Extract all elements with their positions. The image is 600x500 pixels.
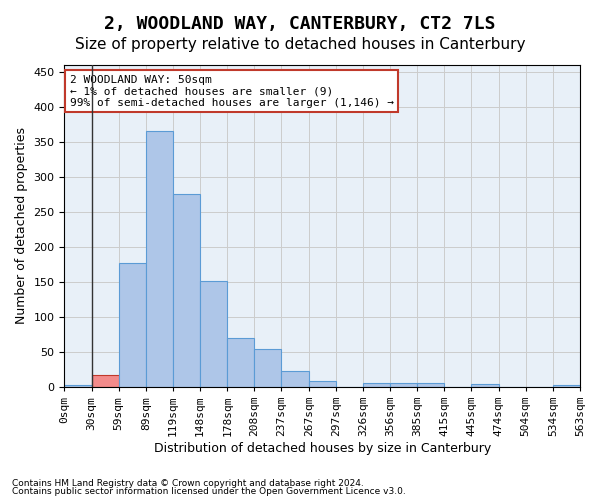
X-axis label: Distribution of detached houses by size in Canterbury: Distribution of detached houses by size … [154, 442, 491, 455]
Bar [390, 384, 417, 387]
Bar [92, 375, 119, 387]
Bar [363, 382, 390, 387]
Bar [119, 263, 146, 387]
Text: Contains HM Land Registry data © Crown copyright and database right 2024.: Contains HM Land Registry data © Crown c… [12, 478, 364, 488]
Bar [227, 338, 254, 387]
Text: 2 WOODLAND WAY: 50sqm
← 1% of detached houses are smaller (9)
99% of semi-detach: 2 WOODLAND WAY: 50sqm ← 1% of detached h… [70, 74, 394, 108]
Bar [254, 349, 281, 387]
Bar [200, 281, 227, 387]
Bar [417, 382, 445, 387]
Bar [146, 132, 173, 387]
Bar [173, 194, 200, 387]
Bar [553, 385, 580, 387]
Bar [308, 380, 336, 387]
Bar [281, 371, 308, 387]
Y-axis label: Number of detached properties: Number of detached properties [15, 128, 28, 324]
Bar [472, 384, 499, 387]
Text: 2, WOODLAND WAY, CANTERBURY, CT2 7LS: 2, WOODLAND WAY, CANTERBURY, CT2 7LS [104, 15, 496, 33]
Text: Contains public sector information licensed under the Open Government Licence v3: Contains public sector information licen… [12, 487, 406, 496]
Bar [64, 385, 92, 387]
Text: Size of property relative to detached houses in Canterbury: Size of property relative to detached ho… [75, 38, 525, 52]
